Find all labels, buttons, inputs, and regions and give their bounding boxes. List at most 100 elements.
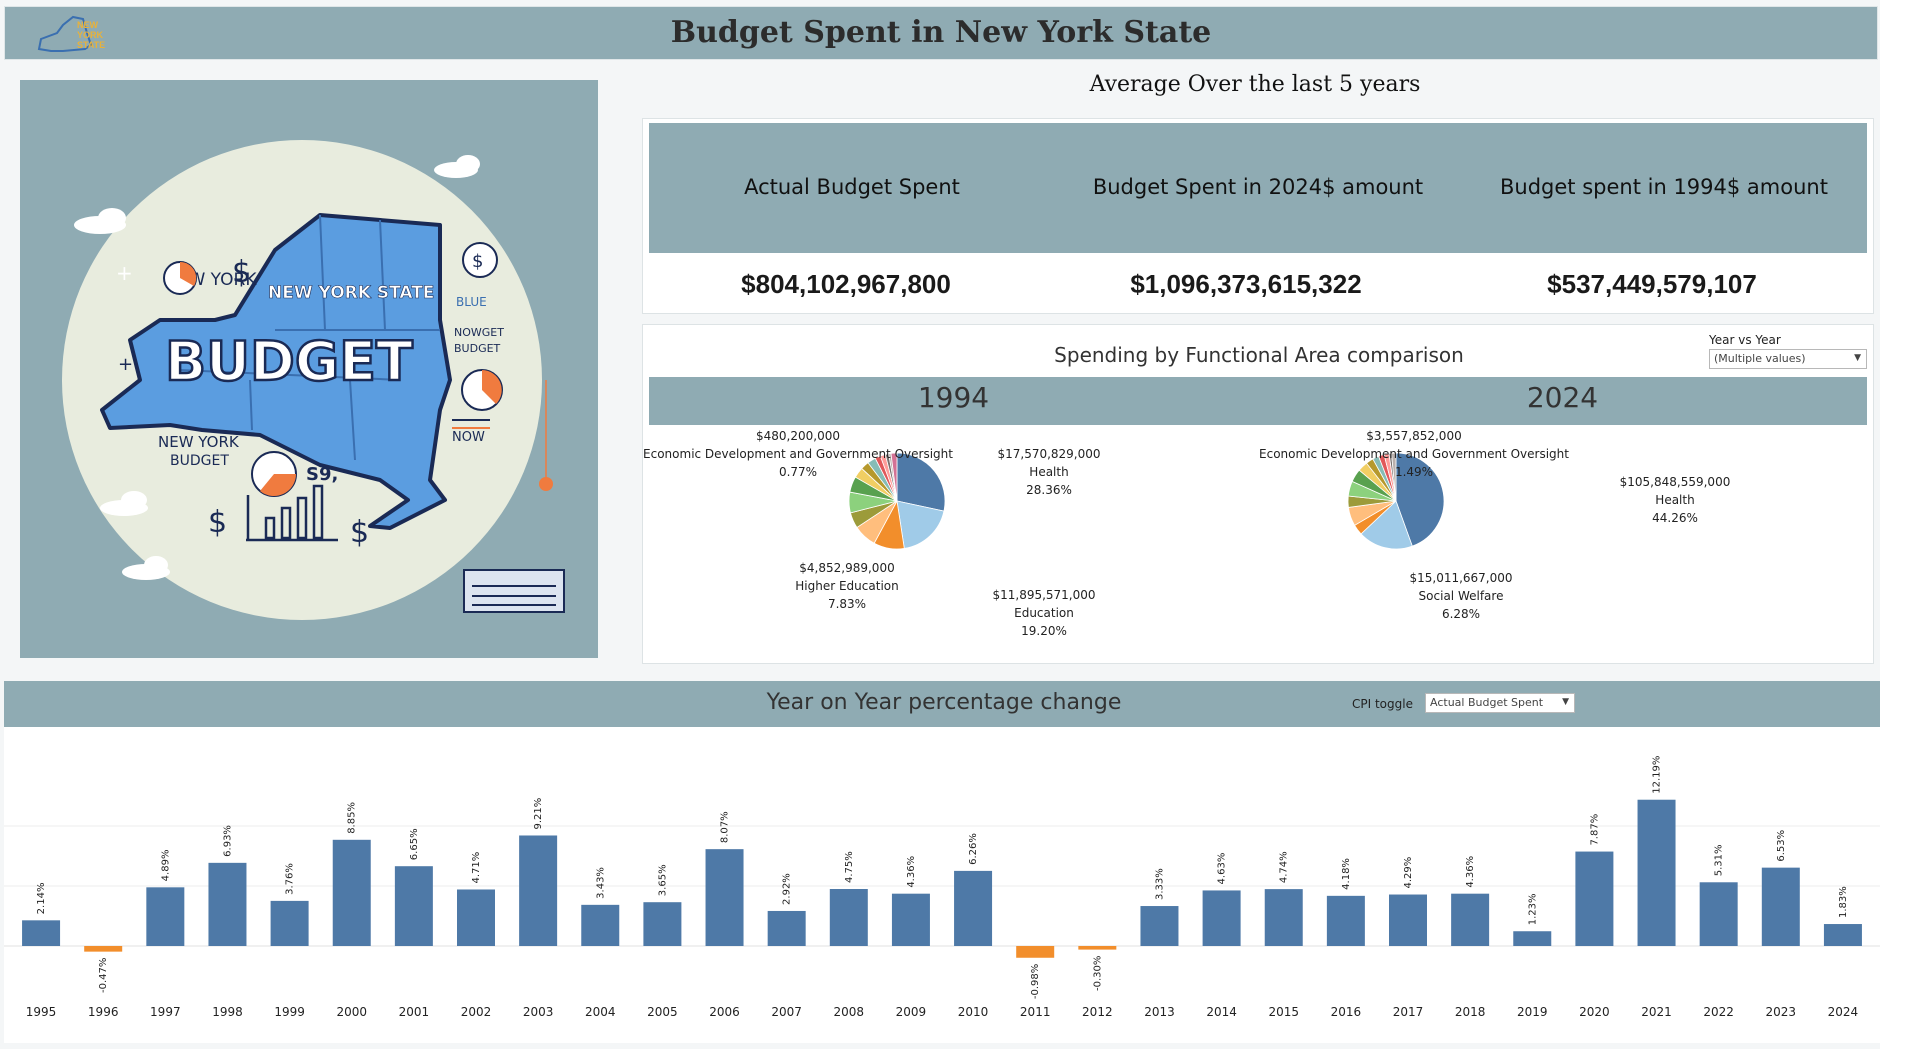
x-tick-label: 2022: [1703, 1005, 1734, 1019]
bar-value-label: 7.87%: [1589, 814, 1600, 846]
x-tick-label: 2020: [1579, 1005, 1610, 1019]
pie-slice-health[interactable]: [1395, 452, 1445, 547]
svg-text:$: $: [350, 515, 369, 550]
pie1994-education-name: Education: [1014, 606, 1074, 620]
header-bar: NEW YORK STATE Budget Spent in New York …: [4, 6, 1878, 60]
hero-text-s9: S9,: [306, 464, 338, 485]
pie-section-title: Spending by Functional Area comparison: [1054, 343, 1464, 367]
x-tick-label: 2001: [399, 1005, 430, 1019]
pie2024-social-name: Social Welfare: [1419, 589, 1504, 603]
pie-slice-economic-development-and-government-oversight[interactable]: [1391, 452, 1397, 502]
pie-slice-1[interactable]: [1360, 500, 1413, 550]
x-tick-label: 1999: [274, 1005, 305, 1019]
bar-2021[interactable]: [1637, 799, 1676, 946]
pie2024-health-name: Health: [1655, 493, 1694, 507]
pie-chart-1994[interactable]: [848, 452, 946, 550]
bar-2023[interactable]: [1761, 867, 1800, 946]
pie1994-health-value: $17,570,829,000: [997, 447, 1100, 461]
yoy-bar-chart: 2.14% 1995 -0.47% 1996 4.89% 1997 6.93% 1998 3.7…: [4, 756, 1880, 1019]
bar-2007[interactable]: [767, 910, 806, 946]
bar-value-label: 4.29%: [1403, 857, 1414, 889]
x-tick-label: 2003: [523, 1005, 554, 1019]
bar-value-label: 6.65%: [409, 828, 420, 860]
bar-value-label: 5.31%: [1714, 844, 1725, 876]
bar-2013[interactable]: [1140, 906, 1179, 946]
hero-text-budget-small: BUDGET: [454, 342, 501, 355]
pie1994-health-pct: 28.36%: [1026, 483, 1072, 497]
pie2024-social-pct: 6.28%: [1442, 607, 1480, 621]
x-tick-label: 1998: [212, 1005, 243, 1019]
bar-2011[interactable]: [1016, 946, 1055, 958]
bar-2002[interactable]: [457, 889, 495, 946]
pie-slice-14[interactable]: [890, 452, 898, 502]
bar-2018[interactable]: [1451, 893, 1490, 946]
bar-value-label: 4.75%: [844, 851, 855, 883]
hero-text-nowget: NOWGET: [454, 326, 504, 339]
bar-value-label: 1.83%: [1838, 886, 1849, 918]
pie2024-health-value: $105,848,559,000: [1620, 475, 1731, 489]
bar-value-label: 6.26%: [968, 833, 979, 865]
x-tick-label: 2008: [834, 1005, 865, 1019]
kpi-section-title: Average Over the last 5 years: [1089, 72, 1421, 97]
bar-2009[interactable]: [891, 893, 930, 946]
x-tick-label: 2010: [958, 1005, 989, 1019]
bar-value-label: 2.14%: [36, 883, 47, 915]
svg-text:$: $: [472, 251, 483, 272]
pie-slice-health[interactable]: [896, 452, 946, 512]
kpi-value-2024: $1,096,373,615,322: [1130, 269, 1362, 299]
yoy-panel: Year on Year percentage change CPI toggl…: [4, 681, 1880, 1043]
kpi-panel: Actual Budget Spent Budget Spent in 2024…: [642, 118, 1874, 314]
bar-value-label: 3.65%: [657, 864, 668, 896]
bar-value-label: -0.47%: [98, 958, 109, 993]
year-vs-year-dropdown[interactable]: (Multiple values) ▼: [1709, 349, 1867, 369]
pie-year-1994: 1994: [917, 381, 990, 414]
pie-slice-education[interactable]: [896, 500, 945, 549]
pie-chart-2024[interactable]: [1347, 452, 1445, 550]
pie1994-health-name: Health: [1029, 465, 1068, 479]
cpi-toggle-label: CPI toggle: [1352, 697, 1413, 711]
bar-2010[interactable]: [954, 870, 993, 946]
x-tick-label: 1997: [150, 1005, 181, 1019]
bar-2016[interactable]: [1326, 895, 1365, 946]
bar-2012[interactable]: [1078, 946, 1117, 950]
bar-value-label: 9.21%: [533, 798, 544, 830]
bar-value-label: -0.30%: [1092, 956, 1103, 991]
x-tick-label: 1995: [26, 1005, 57, 1019]
bar-1998[interactable]: [208, 862, 247, 946]
bar-2019[interactable]: [1513, 931, 1552, 946]
chevron-down-icon: ▼: [1562, 697, 1569, 707]
cpi-toggle-value: Actual Budget Spent: [1430, 696, 1544, 709]
pie1994-econ-name: Economic Development and Government Over…: [643, 447, 953, 461]
bar-2006[interactable]: [705, 849, 744, 946]
chevron-down-icon: ▼: [1854, 353, 1861, 363]
bar-1995[interactable]: [22, 920, 61, 946]
bar-2017[interactable]: [1389, 894, 1427, 946]
bar-2005[interactable]: [643, 902, 682, 946]
yoy-chart-title: Year on Year percentage change: [766, 690, 1122, 715]
pie-year-band: 1994 2024: [649, 377, 1867, 425]
bar-2024[interactable]: [1823, 924, 1862, 946]
hero-text-ny-budget-2: BUDGET: [170, 453, 229, 469]
bar-1999[interactable]: [270, 900, 309, 946]
pie2024-econ-value: $3,557,852,000: [1366, 429, 1461, 443]
bar-2000[interactable]: [332, 839, 371, 946]
bar-2022[interactable]: [1699, 882, 1738, 946]
page-title: Budget Spent in New York State: [670, 15, 1212, 50]
x-tick-label: 2013: [1144, 1005, 1175, 1019]
year-vs-year-value: (Multiple values): [1714, 352, 1806, 365]
bar-1997[interactable]: [146, 887, 185, 946]
bar-2015[interactable]: [1264, 889, 1303, 946]
bar-2003[interactable]: [519, 835, 558, 946]
bar-2014[interactable]: [1202, 890, 1241, 946]
bar-2004[interactable]: [581, 904, 620, 946]
logo-text-state: STATE: [77, 40, 105, 50]
x-tick-label: 2005: [647, 1005, 678, 1019]
bar-2020[interactable]: [1575, 851, 1614, 946]
bar-1996[interactable]: [84, 946, 123, 952]
kpi-label-2024: Budget Spent in 2024$ amount: [1092, 175, 1424, 199]
bar-2008[interactable]: [829, 889, 868, 946]
bar-value-label: 4.89%: [160, 850, 171, 882]
x-tick-label: 2018: [1455, 1005, 1486, 1019]
bar-2001[interactable]: [394, 866, 433, 946]
cpi-toggle-dropdown[interactable]: Actual Budget Spent ▼: [1425, 693, 1575, 713]
